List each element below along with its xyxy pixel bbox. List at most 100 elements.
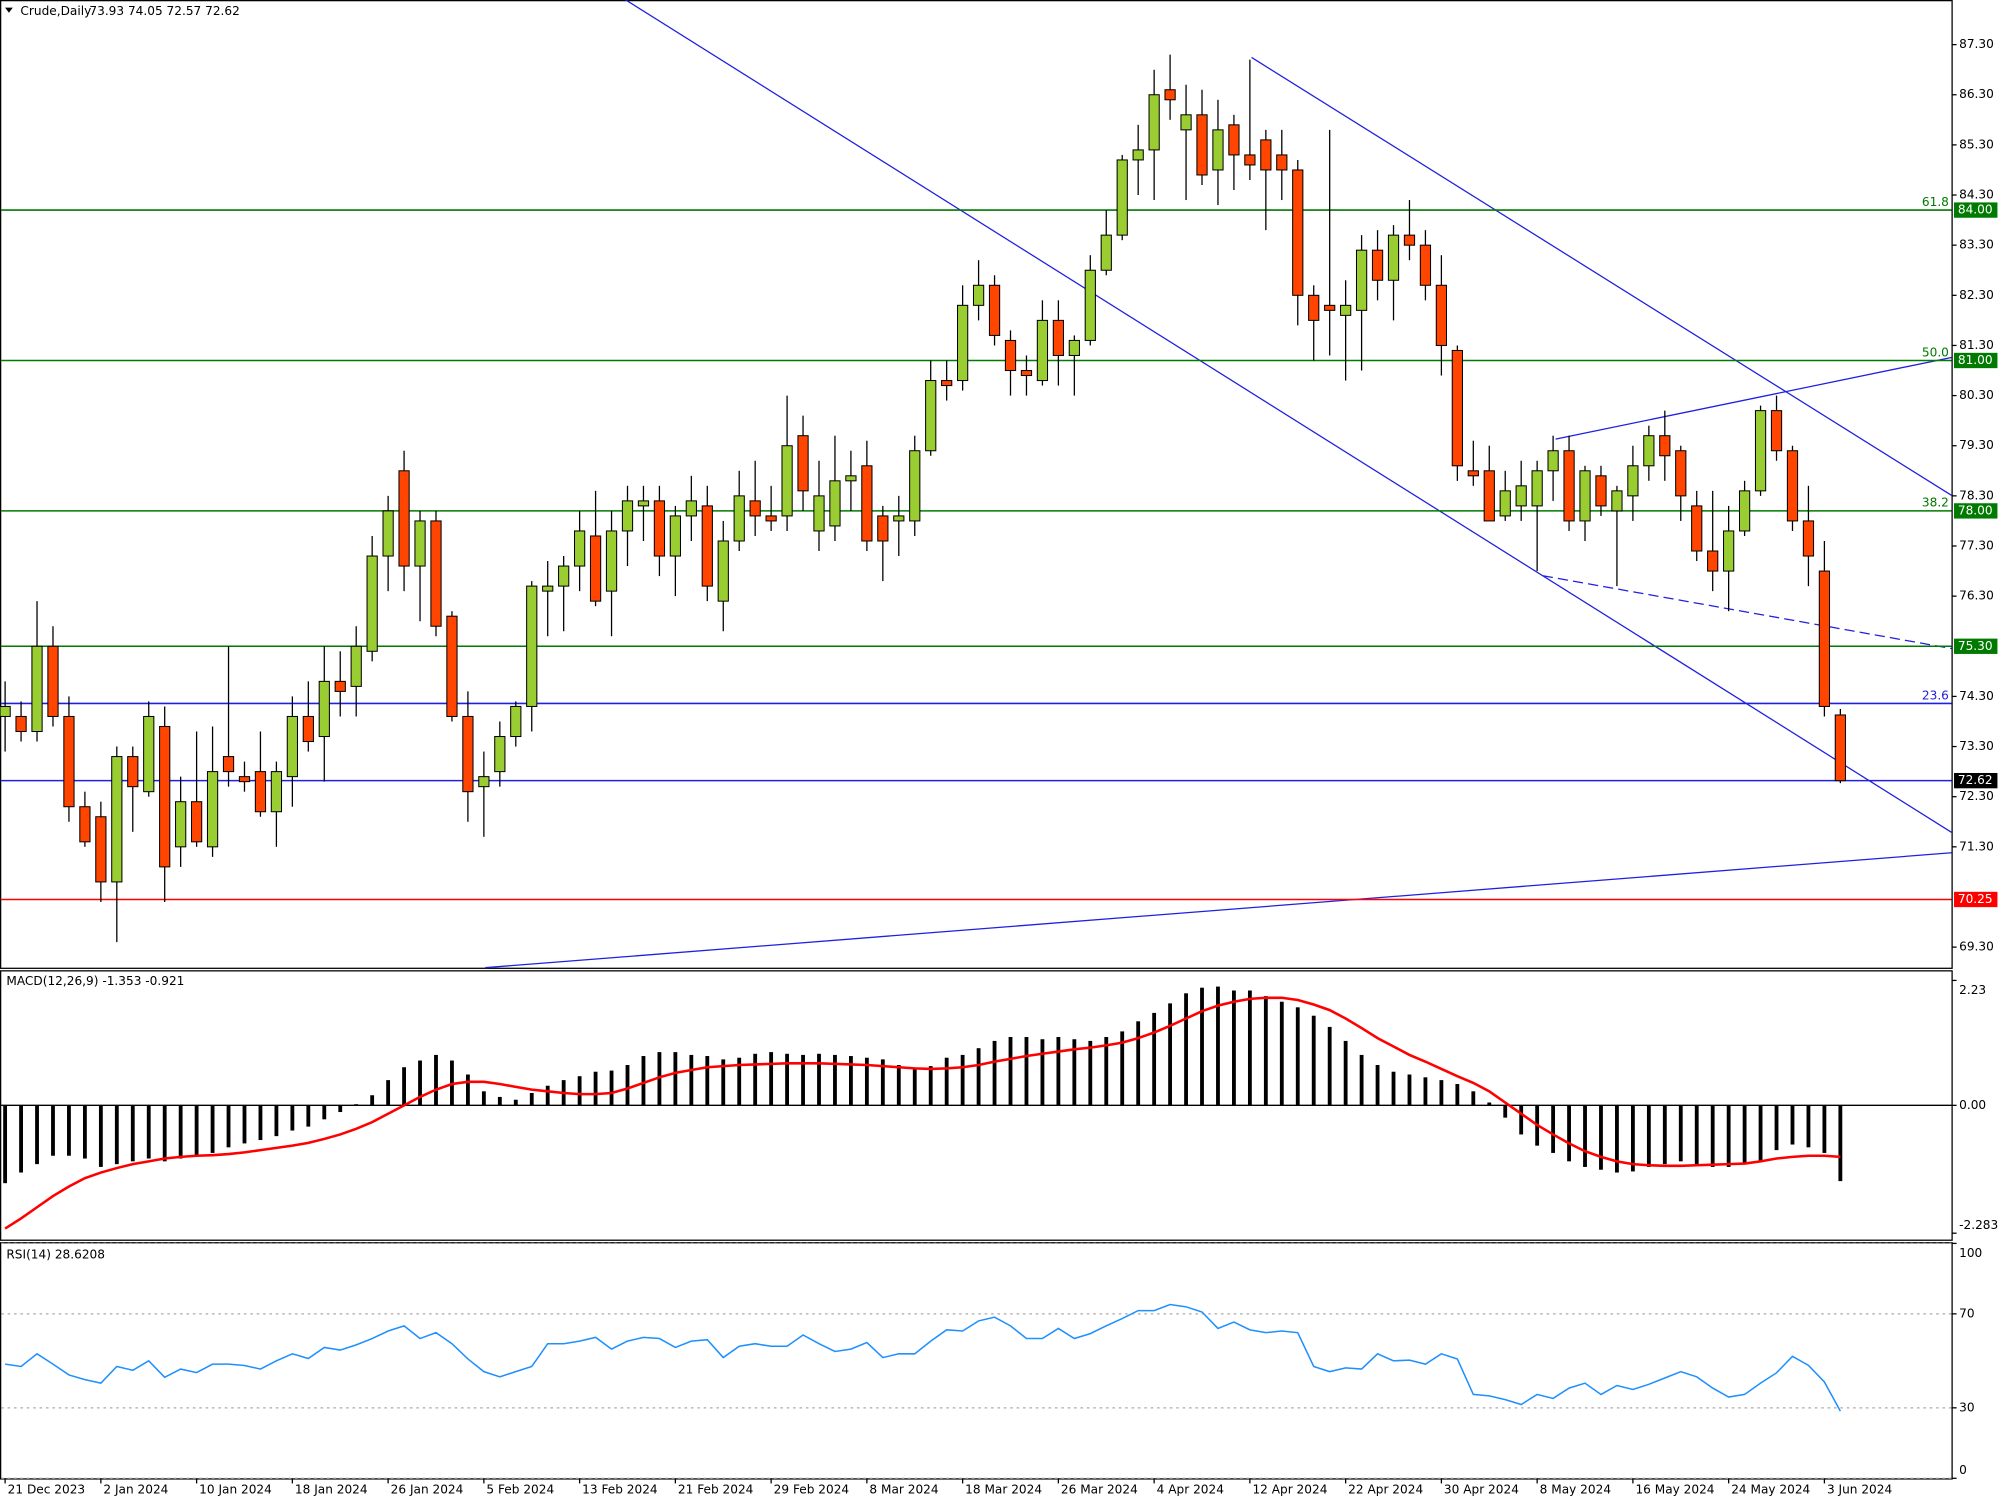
macd-bar (98, 1105, 103, 1167)
macd-bar (944, 1057, 949, 1106)
y-tick-label: 77.30 (1959, 539, 1994, 553)
candle-body (1084, 269, 1096, 341)
y-tick-label: 76.30 (1959, 589, 1994, 603)
candle-body (941, 380, 953, 387)
x-tick-label: 8 Mar 2024 (869, 1482, 938, 1496)
candle-body (1068, 339, 1080, 356)
candle-body (1707, 550, 1719, 572)
macd-bar (1279, 1001, 1284, 1106)
macd-bar (1790, 1105, 1795, 1145)
y-tick-label: 30 (1959, 1400, 1974, 1414)
macd-bar (1311, 1015, 1316, 1106)
level-label-box (1954, 638, 1998, 654)
macd-bar (465, 1074, 470, 1106)
macd-bar (673, 1052, 678, 1106)
candle-body (238, 776, 251, 783)
level-label: 78.00 (1958, 503, 1993, 517)
candle-body (1164, 89, 1176, 101)
x-tick-label: 3 Jun 2024 (1827, 1482, 1893, 1496)
candle-body (1244, 154, 1256, 166)
macd-bar (1008, 1036, 1013, 1106)
macd-bar (1040, 1039, 1045, 1106)
candle-body (1324, 304, 1336, 311)
macd-bar (1104, 1036, 1109, 1106)
candle-body (1020, 370, 1033, 377)
macd-bar (1487, 1102, 1492, 1106)
rsi-line (4, 1303, 1842, 1412)
fib-label: 23.6 (1922, 688, 1949, 702)
level-label: 70.25 (1958, 892, 1993, 906)
macd-bar (1184, 993, 1188, 1106)
macd-bar (481, 1091, 486, 1106)
candle-body (1770, 410, 1783, 452)
candle-body (797, 435, 809, 492)
macd-bar (849, 1056, 853, 1106)
macd-bar (880, 1059, 885, 1106)
candle-body (893, 515, 905, 522)
macd-bar (1439, 1080, 1444, 1106)
y-tick-label: 82.30 (1959, 288, 1994, 302)
macd-bar (896, 1064, 901, 1106)
y-tick-label: 78.30 (1959, 488, 1994, 502)
macd-bar (35, 1105, 39, 1165)
candle-body (270, 771, 283, 813)
candle-body (1579, 470, 1591, 522)
macd-bar (1263, 996, 1268, 1106)
candle-body (1786, 450, 1799, 522)
level-label-box (1954, 202, 1998, 218)
candle-body (95, 816, 107, 883)
candle-body (1212, 129, 1224, 171)
candle-body (1036, 319, 1049, 382)
candle-body (31, 645, 43, 733)
macd-bar (242, 1105, 247, 1144)
candle-body (1483, 470, 1495, 522)
candle-body (733, 495, 745, 542)
candle-body (653, 500, 666, 557)
macd-bar (960, 1054, 965, 1106)
candle-body (190, 801, 203, 843)
macd-bar (386, 1080, 391, 1106)
macd-bar (402, 1067, 406, 1106)
y-tick-label: 80.30 (1959, 388, 1994, 402)
signal-line (4, 996, 1841, 1230)
candle-body (1818, 570, 1831, 707)
macd-bar (1838, 1105, 1843, 1182)
macd-bar (992, 1040, 997, 1106)
candle-body (318, 680, 330, 738)
macd-bar (1343, 1040, 1348, 1106)
macd-bar (1806, 1105, 1811, 1148)
x-tick-label: 29 Feb 2024 (774, 1482, 850, 1496)
macd-bar (721, 1059, 726, 1106)
macd-bar (370, 1095, 375, 1106)
x-tick-label: 30 Apr 2024 (1444, 1482, 1519, 1496)
macd-bar (641, 1056, 646, 1106)
candle-body (1419, 244, 1432, 286)
y-tick-label: 72.30 (1959, 789, 1994, 803)
candle-body (382, 510, 394, 557)
macd-bar (306, 1105, 311, 1127)
candle-body (1196, 114, 1208, 176)
candle-body (813, 495, 825, 532)
candle-body (1611, 490, 1623, 512)
candle-body (1467, 470, 1479, 477)
macd-bar (609, 1070, 614, 1106)
y-tick-label: 2.23 (1959, 983, 1986, 997)
level-label-box (1954, 503, 1998, 519)
candle-body (1499, 490, 1511, 517)
candle-body (1148, 94, 1160, 151)
candle-body (286, 715, 298, 778)
y-tick-label: 0.00 (1959, 1098, 1986, 1112)
candle-body (861, 465, 873, 542)
candle-body (829, 480, 841, 527)
macd-bar (833, 1054, 837, 1106)
candle-body (877, 515, 889, 542)
macd-bar (577, 1076, 582, 1106)
candle-body (510, 705, 522, 738)
candle-body (669, 515, 681, 557)
macd-bar (1216, 986, 1220, 1106)
macd-bar (1232, 990, 1236, 1106)
candle-body (1100, 234, 1112, 271)
candle-body (925, 380, 937, 452)
candle-body (254, 771, 267, 813)
y-tick-label: 81.30 (1959, 338, 1994, 352)
